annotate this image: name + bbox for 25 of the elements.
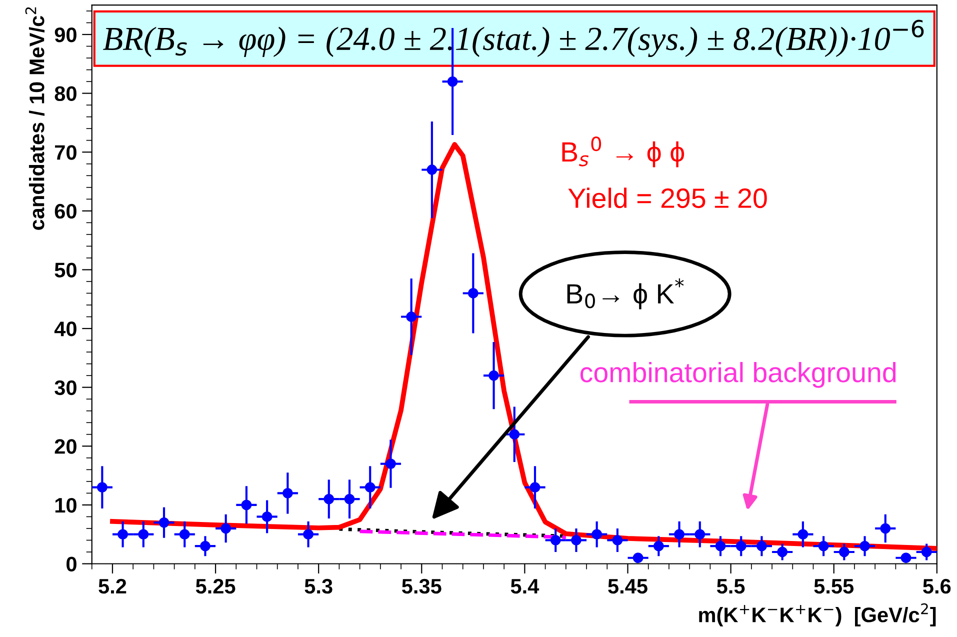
y-tick-label: 70 [55,145,76,160]
y-axis-title: candidates / 10 MeV/c$^{2}$ [25,7,44,230]
annotation: B$_{0}$→ ϕ K$^{*}$ [567,278,684,310]
x-tick-label: 5.3 [304,578,332,594]
y-tick-label: 10 [55,498,76,513]
y-tick-label: 80 [54,86,76,102]
annotation: B$_{s}$$^{0}$ → ϕ ϕ [562,136,684,168]
x-tick-label: 5.55 [814,579,854,594]
x-tick-label: 5.5 [716,579,745,594]
y-tick-label: 90 [54,28,76,42]
x-tick-label: 5.35 [402,578,442,594]
y-tick-label: 50 [54,262,76,278]
y-tick-label: 0 [66,556,76,572]
y-tick-label: 30 [54,380,76,396]
text: m(K$^{+}$K$^{−}$K$^{+}$K$^{−}$) [GeV/c$^{2}$] [699,603,936,626]
x-tick-label: 5.45 [608,579,648,594]
annotation: combinatorial background [580,362,896,388]
x-tick-label: 5.2 [98,578,126,594]
x-tick-label: 5.25 [196,578,236,594]
y-tick-label: 60 [54,204,76,219]
annotation: Yield = 295 ± 20 [568,188,767,208]
y-tick-label: 20 [54,439,76,454]
y-tick-label: 40 [54,322,76,336]
x-tick-label: 5.6 [923,578,951,594]
x-tick-label: 5.4 [510,579,540,594]
